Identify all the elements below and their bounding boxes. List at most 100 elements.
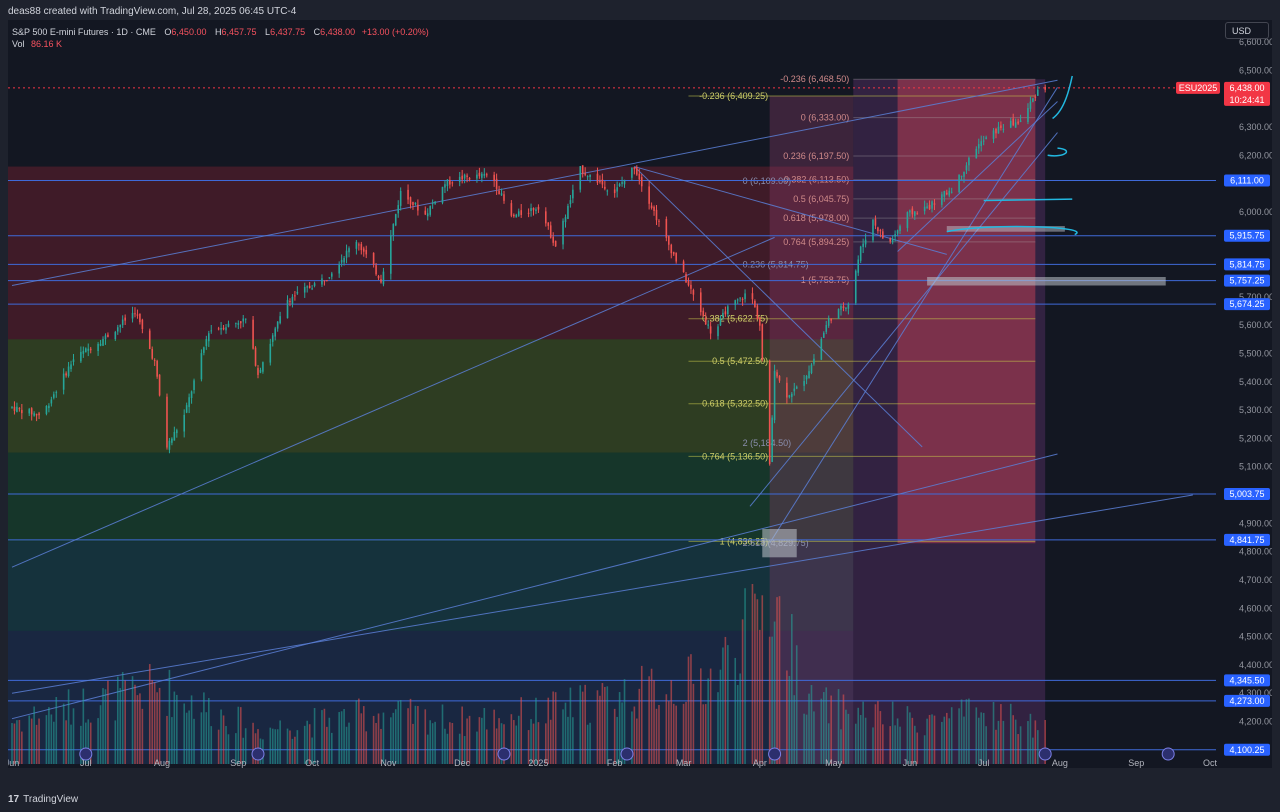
candle-body: [968, 157, 970, 166]
candle-body: [948, 190, 951, 196]
candle-body: [759, 317, 761, 326]
volume-bar: [114, 720, 117, 764]
volume-bar: [692, 683, 695, 764]
volume-bar: [793, 695, 796, 764]
volume-bar: [203, 692, 205, 764]
level-price-tag: [1224, 229, 1270, 242]
green-zone: [8, 452, 854, 542]
countdown-label: 10:24:41: [1229, 95, 1264, 105]
volume-bar: [734, 657, 737, 764]
volume-bar: [242, 737, 245, 764]
trend-line: [769, 87, 1058, 544]
volume-bar: [168, 669, 171, 764]
candle-body: [72, 359, 75, 362]
candle-body: [682, 261, 685, 273]
event-marker-icon[interactable]: [1038, 747, 1052, 761]
candle-body: [210, 330, 213, 332]
candle-body: [392, 224, 395, 236]
x-tick-label: Aug: [1052, 758, 1068, 768]
y-tick-label: 4,900.00: [1239, 518, 1272, 528]
candle-body: [380, 279, 382, 283]
candle-body: [239, 321, 242, 324]
candle-body: [933, 203, 936, 205]
x-tick-label: Dec: [454, 758, 471, 768]
candle-body: [355, 241, 358, 249]
candle-body: [665, 218, 668, 238]
volume-bar: [805, 714, 808, 764]
fib-left-label: -0.236 (6,409.25): [699, 91, 768, 101]
candle-body: [382, 271, 385, 285]
volume-bar: [500, 723, 503, 764]
event-marker-icon[interactable]: [620, 747, 634, 761]
candle-body: [586, 176, 589, 178]
candle-body: [734, 300, 737, 305]
candle-body: [1000, 125, 1002, 128]
level-price-label: 5,757.25: [1229, 276, 1264, 286]
volume-bar: [535, 697, 537, 764]
candle-body: [690, 284, 692, 289]
volume-bar: [70, 724, 72, 764]
candle-body: [30, 408, 33, 415]
volume-bar: [786, 670, 788, 764]
volume-bar: [589, 722, 591, 764]
volume-bar: [739, 673, 741, 764]
event-marker-icon[interactable]: [251, 747, 265, 761]
candle-body: [793, 388, 796, 392]
fib-partial-label: 0 (6,109.00): [743, 176, 792, 186]
y-tick-label: 4,300.00: [1239, 688, 1272, 698]
volume-bar: [736, 685, 739, 764]
candle-body: [923, 206, 926, 212]
event-marker-icon[interactable]: [497, 747, 511, 761]
x-tick-label: Sep: [1128, 758, 1144, 768]
volume-bar: [426, 734, 429, 764]
volume-bar: [741, 619, 744, 764]
candle-body: [62, 373, 65, 390]
volume-bar: [466, 718, 468, 764]
candle-body: [751, 293, 754, 300]
volume-bar: [547, 697, 550, 764]
volume-bar: [980, 712, 983, 764]
currency-selector[interactable]: USD: [1225, 22, 1269, 39]
volume-bar: [864, 717, 867, 764]
tradingview-logo[interactable]: 17 TradingView: [8, 794, 78, 805]
volume-bar: [510, 714, 513, 764]
candle-body: [303, 286, 306, 293]
volume-bar: [862, 701, 864, 764]
volume-bar: [193, 718, 195, 764]
volume-bar: [235, 733, 237, 764]
volume-bar: [441, 704, 444, 764]
volume-bar: [569, 687, 572, 764]
volume-bar: [670, 680, 673, 764]
symbol-title[interactable]: S&P 500 E-mini Futures · 1D · CME: [12, 27, 156, 37]
candle-body: [825, 325, 828, 332]
volume-bar: [104, 689, 107, 764]
trend-line: [11, 79, 1058, 286]
time-axis[interactable]: [8, 762, 1272, 768]
price-axis[interactable]: [1222, 20, 1272, 768]
candle-body: [358, 244, 360, 246]
volume-bar: [756, 599, 759, 764]
volume-bar: [923, 735, 926, 764]
event-marker-icon[interactable]: [1161, 747, 1175, 761]
candle-body: [916, 213, 919, 215]
volume-bar: [638, 688, 641, 764]
x-tick-label: Jul: [80, 758, 92, 768]
volume-bar: [239, 707, 242, 764]
event-marker-icon[interactable]: [768, 747, 782, 761]
candle-body: [859, 246, 862, 261]
candle-body: [668, 236, 670, 245]
candle-body: [727, 306, 729, 315]
price-chart[interactable]: -0.236 (6,409.25) 0.382 (5,622.75) 0.5 (5,…: [8, 20, 1272, 768]
low-box: [762, 528, 797, 558]
volume-bar: [328, 717, 331, 764]
volume-bar: [124, 680, 126, 764]
candle-body: [203, 347, 205, 353]
volume-bar: [515, 725, 518, 764]
volume-bar: [845, 709, 847, 764]
event-marker-icon[interactable]: [79, 747, 93, 761]
candle-body: [896, 230, 899, 234]
level-price-tag: [1224, 487, 1270, 500]
chart-pane[interactable]: -0.236 (6,409.25) 0.382 (5,622.75) 0.5 (5,…: [8, 20, 1272, 768]
y-tick-label: 6,500.00: [1239, 65, 1272, 75]
candle-body: [744, 293, 746, 300]
